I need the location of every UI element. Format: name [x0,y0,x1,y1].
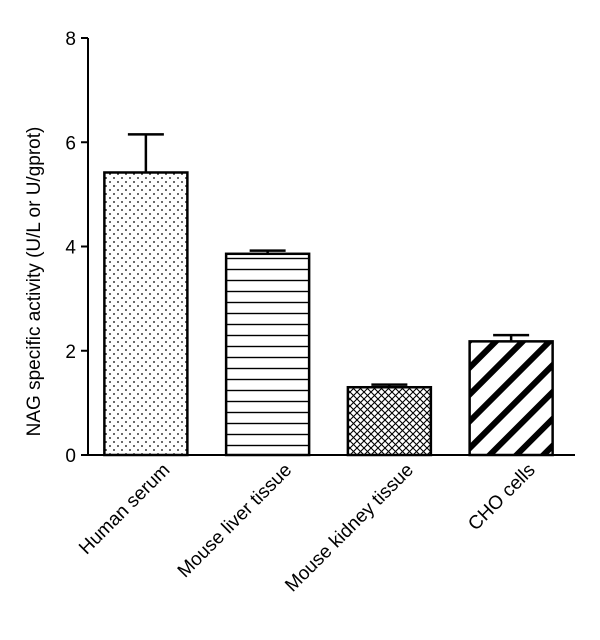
y-tick-label: 8 [65,29,76,50]
y-tick-label: 2 [65,342,76,363]
category-label-1: Human serum [75,460,174,559]
y-tick-label: 0 [65,446,76,467]
y-axis-title: NAG specific activity (U/L or U/gprot) [24,127,45,437]
bar-4 [468,340,554,457]
category-label-3: Mouse kidney tissue [281,460,418,597]
bar-3 [346,385,433,457]
bar-1 [103,171,189,457]
y-tick-label: 4 [65,238,76,259]
y-axis: 0 2 4 6 8 [65,29,89,467]
bar-2 [224,252,311,457]
category-label-2: Mouse liver tissue [174,460,296,582]
category-label-4: CHO cells [464,460,539,535]
y-tick-label: 6 [65,133,76,154]
